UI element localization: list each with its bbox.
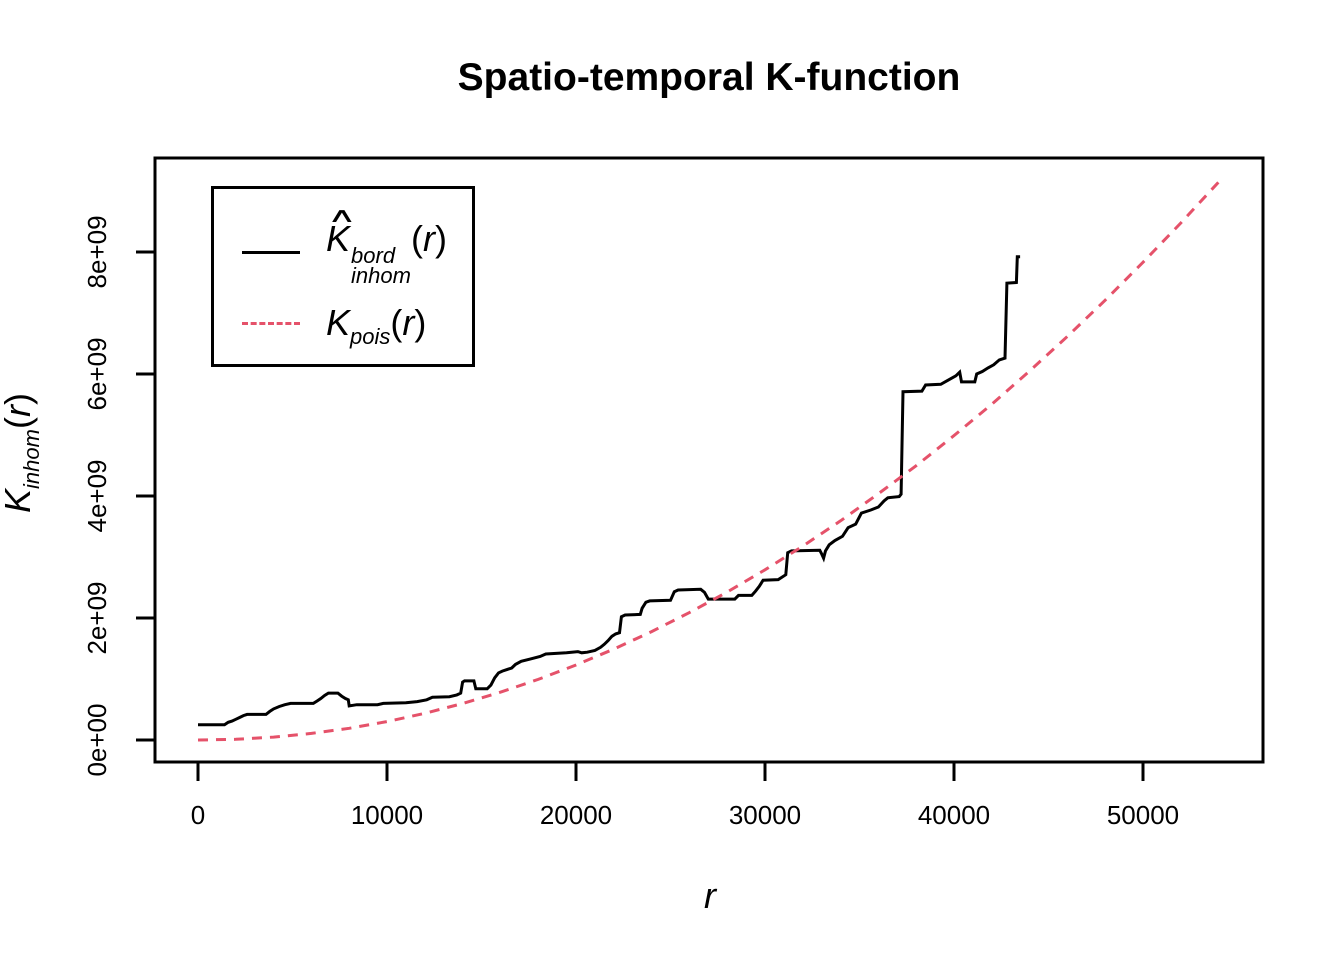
x-axis-tick-label: 30000 bbox=[729, 800, 801, 830]
y-axis-tick-label: 6e+09 bbox=[82, 337, 112, 410]
x-axis-tick-label: 10000 bbox=[351, 800, 423, 830]
y-axis-tick-label: 8e+09 bbox=[82, 215, 112, 288]
y-axis-tick-label: 2e+09 bbox=[82, 582, 112, 655]
series-K_inhom_bord_empirical bbox=[198, 255, 1021, 727]
x-axis-tick-label: 50000 bbox=[1107, 800, 1179, 830]
plot-frame bbox=[153, 156, 1265, 764]
legend-line-solid bbox=[242, 251, 300, 254]
x-axis-title: r bbox=[704, 875, 716, 916]
hat-accent: ∧ bbox=[326, 204, 357, 228]
series-K_pois_theoretical bbox=[197, 178, 1222, 742]
x-axis-tick-label: 20000 bbox=[540, 800, 612, 830]
y-axis-title: Kinhom(r) bbox=[0, 393, 44, 513]
chart-title: Spatio-temporal K-function bbox=[457, 56, 961, 99]
legend-label-poisson: Kpois(r) bbox=[326, 302, 427, 349]
x-axis-tick-label: 40000 bbox=[918, 800, 990, 830]
y-axis-tick-label: 0e+00 bbox=[82, 704, 112, 777]
y-axis-tick-label: 4e+09 bbox=[82, 459, 112, 532]
legend-line-dashed bbox=[242, 322, 300, 325]
x-axis-tick-label: 0 bbox=[191, 800, 205, 830]
